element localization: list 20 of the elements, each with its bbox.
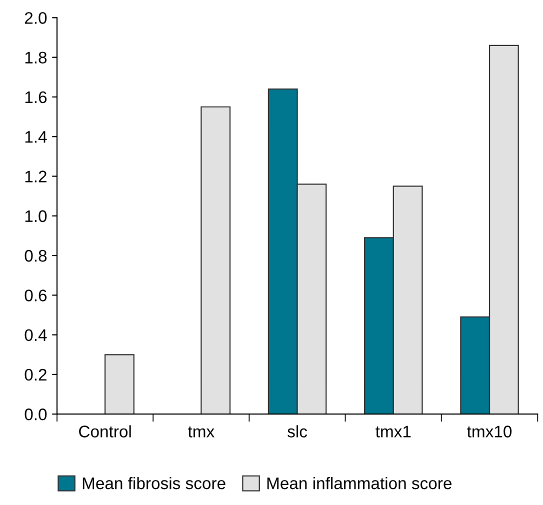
y-tick-label: 1.6 [25, 91, 47, 104]
y-tick-label: 0.2 [24, 368, 46, 381]
bar [104, 354, 134, 414]
y-tick-label: 0.0 [24, 408, 47, 420]
y-tick-label: 1.2 [25, 170, 46, 182]
y-tick-label: 1.0 [25, 210, 47, 222]
x-tick-label: tmx1 [376, 426, 411, 438]
y-tick-label: 1.4 [25, 131, 47, 143]
legend-label: Mean fibrosis score [82, 476, 226, 490]
y-tick-label: 2.0 [24, 12, 47, 24]
x-tick-label: tmx [188, 426, 214, 438]
y-tick-label: 0.4 [24, 329, 47, 342]
y-tick-label: 0.6 [24, 290, 47, 302]
legend-label: Mean inflammation score [267, 476, 452, 490]
bar [200, 106, 231, 414]
x-tick-label: tmx10 [467, 426, 512, 438]
y-tick-label: 1.8 [25, 52, 47, 64]
x-tick-label: slc [288, 425, 308, 438]
x-tick-label: Control [79, 425, 131, 438]
y-tick-label: 0.8 [24, 250, 47, 262]
